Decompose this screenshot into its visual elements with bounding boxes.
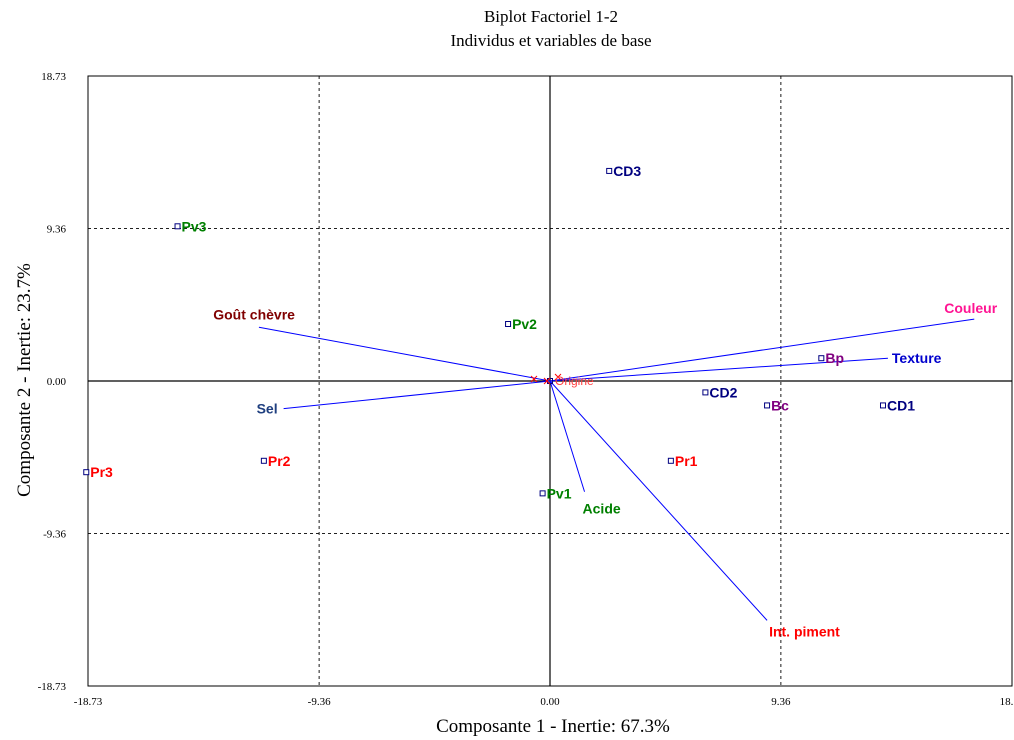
data-point-label: Pv3 (182, 218, 207, 234)
variable-vector (283, 380, 551, 410)
data-point (174, 223, 181, 230)
y-tick-label: -9.36 (43, 528, 66, 540)
y-axis-label: Composante 2 - Inertie: 23.7% (14, 263, 35, 497)
x-tick-label: 18.73 (1000, 696, 1014, 708)
variable-label: Texture (892, 350, 942, 366)
x-tick-label: -18.73 (74, 696, 103, 708)
x-tick-label: 9.36 (771, 696, 791, 708)
data-point (818, 355, 825, 362)
y-tick-label: 18.73 (41, 71, 66, 83)
variable-vector (549, 380, 586, 492)
variable-label: Sel (257, 401, 278, 417)
variable-label: Acide (583, 501, 621, 517)
variable-label: Goût chèvre (213, 306, 295, 322)
data-point-label: Bp (825, 350, 844, 366)
y-tick-label: -18.73 (38, 681, 67, 693)
origin-label: Origine (555, 374, 594, 388)
data-point (260, 457, 267, 464)
data-point (83, 469, 90, 476)
data-point-label: CD1 (887, 397, 915, 413)
data-point (606, 167, 613, 174)
data-point-label: Bc (771, 397, 789, 413)
data-point-label: Pr3 (90, 464, 113, 480)
data-point-label: Pr1 (675, 453, 698, 469)
plot-area: -18.73 -9.36 0.00 9.36 18.73 18.73 9.36 0.00 -9.… (38, 71, 1014, 708)
y-tick-label: 9.36 (47, 224, 67, 236)
data-point (764, 402, 771, 409)
variable-vector (549, 357, 888, 382)
chart-subtitle: Individus et variables de base (450, 31, 651, 50)
data-point-label: CD3 (613, 163, 641, 179)
data-point (539, 490, 546, 497)
data-point-label: Pr2 (268, 453, 291, 469)
data-point-label: Pv2 (512, 316, 537, 332)
data-point (505, 321, 512, 328)
data-point (879, 402, 886, 409)
variable-vector (549, 380, 768, 621)
x-tick-label: 0.00 (540, 696, 560, 708)
chart-title: Biplot Factoriel 1-2 (484, 7, 618, 26)
data-point-label: CD2 (709, 384, 737, 400)
origin-cross (554, 373, 562, 381)
origin-cross (543, 377, 551, 385)
variable-label: Int. piment (769, 623, 840, 639)
data-point-label: Pv1 (547, 485, 572, 501)
data-point (702, 389, 709, 396)
data-point (667, 457, 674, 464)
variable-label: Couleur (944, 300, 997, 316)
x-axis-label: Composante 1 - Inertie: 67.3% (436, 716, 670, 737)
origin-cross (530, 375, 538, 383)
variable-vector (549, 318, 975, 382)
variable-vector (258, 326, 551, 382)
y-tick-label: 0.00 (47, 376, 67, 388)
x-tick-label: -9.36 (308, 696, 331, 708)
